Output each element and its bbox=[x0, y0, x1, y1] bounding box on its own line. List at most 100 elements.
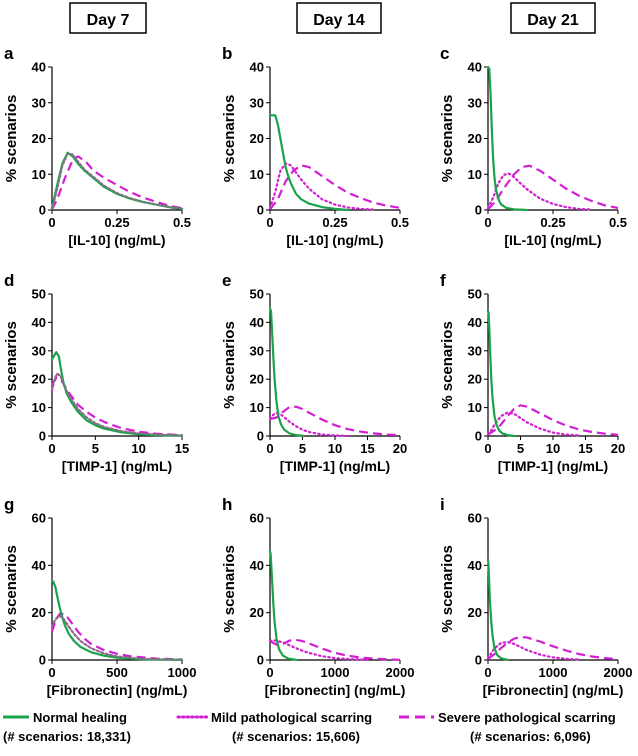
x-axis-label: [IL-10] (ng/mL) bbox=[504, 232, 601, 248]
y-tick-label: 10 bbox=[250, 400, 264, 415]
y-tick-label: 60 bbox=[32, 511, 46, 526]
y-tick-label: 10 bbox=[32, 167, 46, 182]
x-axis-label: [IL-10] (ng/mL) bbox=[68, 232, 165, 248]
x-tick-label: 0 bbox=[48, 215, 55, 230]
series-overlap-line bbox=[51, 152, 183, 210]
panel-i: i % scenarios 0 20 40 60 0 1000 2000 [Fibronectin… bbox=[439, 495, 632, 698]
y-tick-label: 40 bbox=[250, 315, 264, 330]
x-tick-label: 0 bbox=[48, 665, 55, 680]
y-tick-label: 20 bbox=[250, 372, 264, 387]
x-tick-label: 20 bbox=[611, 441, 625, 456]
panel-letter-f: f bbox=[440, 271, 446, 290]
series-line-severe bbox=[51, 376, 183, 437]
y-tick-label: 40 bbox=[468, 315, 482, 330]
y-tick-label: 20 bbox=[468, 131, 482, 146]
series-line-normal bbox=[268, 114, 350, 212]
y-tick-label: 20 bbox=[32, 605, 46, 620]
series-overlap-line bbox=[51, 615, 183, 661]
series-line-normal bbox=[50, 151, 184, 210]
panel-letter-i: i bbox=[440, 495, 445, 514]
y-tick-label: 20 bbox=[468, 372, 482, 387]
x-tick-label: 5 bbox=[299, 441, 306, 456]
x-axis-label: [TIMP-1] (ng/mL) bbox=[62, 458, 172, 474]
y-tick-label: 20 bbox=[32, 372, 46, 387]
x-axis-label: [TIMP-1] (ng/mL) bbox=[498, 458, 608, 474]
y-tick-label: 30 bbox=[468, 343, 482, 358]
series-line-severe bbox=[269, 405, 401, 437]
panel-letter-b: b bbox=[222, 44, 232, 63]
y-tick-label: 30 bbox=[468, 95, 482, 110]
x-tick-label: 10 bbox=[546, 441, 560, 456]
legend-count-severe: (# scenarios: 6,096) bbox=[470, 729, 591, 744]
x-tick-label: 5 bbox=[92, 441, 99, 456]
x-tick-label: 20 bbox=[393, 441, 407, 456]
series-line-severe bbox=[487, 404, 619, 436]
series-line-severe bbox=[269, 638, 401, 661]
column-headers: Day 7 Day 14 Day 21 bbox=[69, 2, 596, 34]
series-line-mild bbox=[486, 172, 594, 211]
y-tick-label: 40 bbox=[250, 60, 264, 75]
y-tick-label: 40 bbox=[32, 315, 46, 330]
x-tick-label: 0.25 bbox=[540, 215, 565, 230]
y-tick-label: 20 bbox=[32, 131, 46, 146]
x-tick-label: 0 bbox=[484, 441, 491, 456]
y-tick-label: 60 bbox=[250, 511, 264, 526]
day-7-header: Day 7 bbox=[87, 12, 130, 29]
y-tick-label: 0 bbox=[257, 653, 264, 668]
x-tick-label: 0 bbox=[484, 665, 491, 680]
day-21-header-box bbox=[510, 2, 596, 34]
series-line-normal bbox=[486, 65, 529, 212]
panel-grid: a % scenarios 0 10 20 30 40 0 0.25 0.5 [IL-10] (ng… bbox=[3, 44, 632, 698]
x-tick-label: 0.25 bbox=[104, 215, 129, 230]
x-tick-label: 2000 bbox=[386, 665, 415, 680]
y-tick-label: 10 bbox=[468, 400, 482, 415]
y-axis-label: % scenarios bbox=[439, 321, 456, 409]
x-tick-label: 0.5 bbox=[173, 215, 191, 230]
x-tick-label: 0.5 bbox=[391, 215, 409, 230]
series-line-severe bbox=[269, 164, 401, 210]
y-tick-label: 20 bbox=[468, 605, 482, 620]
series-line-mild bbox=[268, 162, 376, 211]
series-line-normal bbox=[486, 309, 516, 438]
x-axis-label: [Fibronectin] (ng/mL) bbox=[483, 682, 624, 698]
y-tick-label: 40 bbox=[468, 60, 482, 75]
y-tick-label: 0 bbox=[39, 429, 46, 444]
panel-letter-e: e bbox=[222, 271, 231, 290]
x-tick-label: 500 bbox=[106, 665, 128, 680]
x-tick-label: 0.25 bbox=[322, 215, 347, 230]
panel-letter-c: c bbox=[440, 44, 449, 63]
series-line-normal bbox=[486, 559, 509, 661]
y-tick-label: 30 bbox=[32, 343, 46, 358]
legend-label-severe: Severe pathological scarring bbox=[438, 710, 616, 725]
legend-count-mild: (# scenarios: 15,606) bbox=[232, 729, 360, 744]
panel-c: c % scenarios 0 10 20 30 40 0 0.25 0.5 [IL-10] (ng… bbox=[439, 44, 627, 248]
day-14-header: Day 14 bbox=[313, 12, 365, 29]
x-axis-label: [IL-10] (ng/mL) bbox=[286, 232, 383, 248]
y-tick-label: 50 bbox=[32, 287, 46, 302]
series-overlap-line bbox=[51, 372, 183, 437]
x-tick-label: 1000 bbox=[321, 665, 350, 680]
day-14-header-box bbox=[296, 2, 382, 34]
y-tick-label: 60 bbox=[468, 511, 482, 526]
legend-label-normal: Normal healing bbox=[33, 710, 127, 725]
y-tick-label: 20 bbox=[250, 605, 264, 620]
panel-letter-a: a bbox=[4, 44, 14, 63]
x-tick-label: 10 bbox=[131, 441, 145, 456]
series-line-normal bbox=[50, 351, 184, 437]
x-tick-label: 1000 bbox=[168, 665, 197, 680]
y-tick-label: 40 bbox=[468, 558, 482, 573]
x-tick-label: 0.5 bbox=[609, 215, 627, 230]
series-line-mild bbox=[268, 412, 350, 438]
x-axis-label: [Fibronectin] (ng/mL) bbox=[265, 682, 406, 698]
y-tick-label: 10 bbox=[32, 400, 46, 415]
x-tick-label: 5 bbox=[517, 441, 524, 456]
y-tick-label: 30 bbox=[32, 95, 46, 110]
y-tick-label: 30 bbox=[250, 95, 264, 110]
x-tick-label: 0 bbox=[484, 215, 491, 230]
y-tick-label: 20 bbox=[250, 131, 264, 146]
x-axis-label: [TIMP-1] (ng/mL) bbox=[280, 458, 390, 474]
x-tick-label: 2000 bbox=[604, 665, 633, 680]
